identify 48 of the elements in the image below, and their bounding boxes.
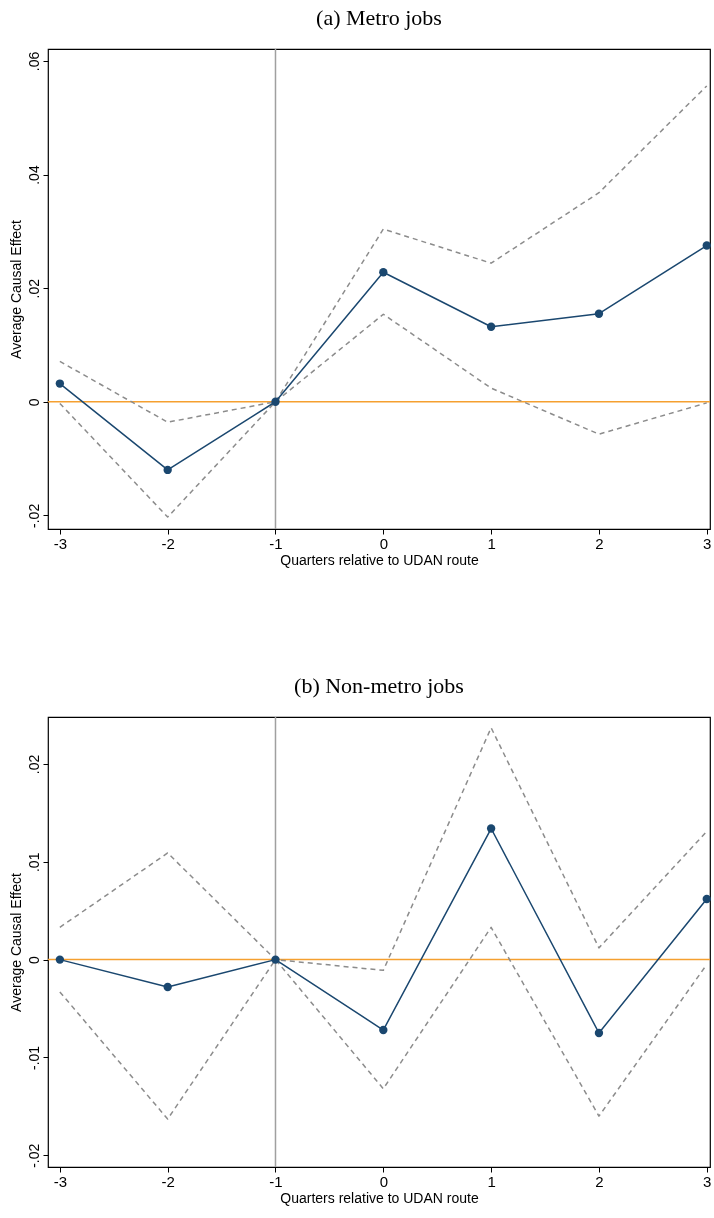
x-tick-label: -1 (269, 1172, 283, 1190)
y-tick-label: .02 (25, 278, 42, 299)
y-tick-label: 0 (25, 956, 42, 965)
x-axis-title: Quarters relative to UDAN route (280, 551, 479, 568)
x-tick-label: -1 (269, 534, 283, 552)
x-tick-label: 2 (595, 1172, 604, 1190)
x-axis-title: Quarters relative to UDAN route (280, 1189, 479, 1206)
point (271, 397, 280, 406)
x-tick-label: 0 (379, 534, 388, 552)
point (55, 379, 65, 388)
point (55, 955, 65, 964)
point (594, 1028, 604, 1038)
point (379, 268, 388, 277)
point (702, 894, 711, 904)
y-tick-label: .02 (25, 754, 42, 775)
x-tick-label: -3 (53, 1172, 68, 1190)
x-tick-label: 2 (595, 534, 604, 552)
point (702, 241, 711, 250)
y-tick-label: -.02 (25, 503, 42, 528)
point (271, 955, 280, 964)
y-tick-label: -.01 (25, 1045, 42, 1070)
point (163, 465, 172, 475)
y-axis-title: Average Causal Effect (7, 873, 24, 1012)
line-series (59, 313, 708, 518)
x-tick-label: 0 (379, 1172, 388, 1190)
line-series (59, 85, 708, 423)
x-tick-label: 1 (487, 534, 496, 552)
y-tick-label: .01 (25, 852, 42, 873)
point (486, 824, 496, 833)
point (379, 1025, 388, 1035)
line-series (59, 727, 708, 972)
x-tick-label: -2 (161, 534, 175, 552)
y-tick-label: -.02 (25, 1143, 42, 1168)
y-tick-label: .04 (25, 165, 42, 185)
x-tick-label: -3 (53, 534, 68, 552)
point (594, 309, 604, 318)
x-tick-label: 1 (487, 1172, 496, 1190)
y-axis-title: Average Causal Effect (7, 220, 24, 359)
x-tick-label: 3 (703, 1172, 712, 1190)
line-series (59, 926, 708, 1120)
point (486, 322, 496, 331)
x-tick-label: -2 (161, 1172, 175, 1190)
chart-title: (b) Non-metro jobs (294, 673, 464, 699)
x-tick-label: 3 (703, 534, 712, 552)
point (163, 982, 172, 992)
y-tick-label: 0 (25, 398, 42, 407)
y-tick-label: .06 (25, 51, 42, 72)
chart-title: (a) Metro jobs (316, 5, 442, 31)
